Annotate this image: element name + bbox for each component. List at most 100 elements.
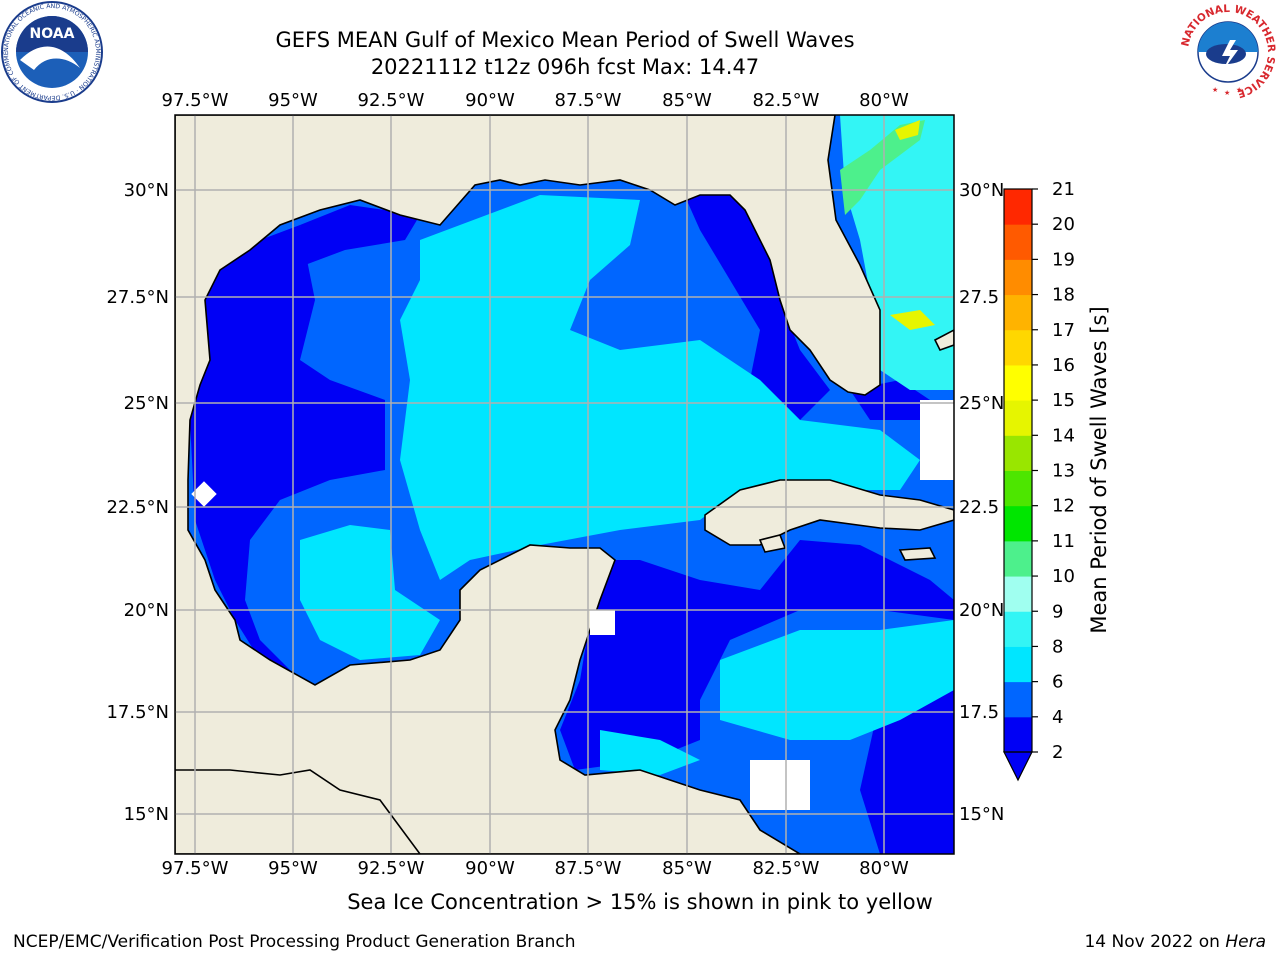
latitude-tick-label: 17.5°N	[106, 702, 169, 723]
colorbar-tick-label: 11	[1052, 531, 1075, 552]
colorbar-extension	[1003, 751, 1033, 782]
colorbar-swatch	[1004, 259, 1032, 296]
colorbar-swatch	[1004, 576, 1032, 612]
credit-date: 14 Nov 2022 on	[1084, 932, 1220, 952]
land-masses	[175, 115, 954, 854]
colorbar-swatch	[1004, 224, 1032, 260]
colorbar-tick-label: 13	[1052, 461, 1075, 482]
swell-zone-atlantic-yellow	[890, 310, 935, 330]
colorbar-tick-label: 4	[1052, 707, 1063, 728]
svg-text:★: ★	[1224, 89, 1230, 97]
latitude-tick-label: 15°N	[959, 804, 1004, 825]
colorbar-swatch	[1004, 189, 1032, 225]
longitude-tick-label: 90°W	[465, 90, 515, 111]
colorbar-swatch	[1004, 540, 1032, 577]
colorbar-tick-label: 15	[1052, 390, 1075, 411]
land-jamaica	[898, 547, 937, 561]
longitude-tick-label: 92.5°W	[358, 858, 425, 879]
latitude-tick-label: 22.5	[959, 497, 999, 518]
colorbar-swatch	[1004, 400, 1032, 436]
colorbar-tick-label: 21	[1052, 179, 1075, 200]
latitude-tick-label: 17.5	[959, 702, 999, 723]
credit-right: 14 Nov 2022 on Hera	[1084, 932, 1266, 952]
colorbar-tick-label: 9	[1052, 601, 1063, 622]
colorbar-label: Mean Period of Swell Waves [s]	[1087, 306, 1111, 633]
colorbar-tick-label: 6	[1052, 672, 1063, 693]
latitude-tick-label: 30°N	[959, 180, 1004, 201]
longitude-tick-label: 97.5°W	[162, 90, 229, 111]
colorbar-tick-label: 20	[1052, 214, 1075, 235]
latitude-tick-label: 22.5°N	[106, 497, 169, 518]
latitude-tick-label: 30°N	[124, 180, 169, 201]
credit-host: Hera	[1225, 932, 1266, 952]
land-north-america	[175, 115, 881, 854]
latitude-tick-label: 15°N	[124, 804, 169, 825]
swell-zone-northeast	[680, 185, 830, 420]
longitude-labels-bottom: 97.5°W 95°W 92.5°W 90°W 87.5°W 85°W 82.5°W 80°W	[162, 858, 909, 879]
colorbar-tick-label: 17	[1052, 320, 1075, 341]
colorbar-swatch	[1004, 611, 1032, 647]
colorbar: 2 4 6 8 9 10 11 12 13 14 15 16 17 18 19 20 21	[1003, 179, 1075, 782]
colorbar-swatch	[1004, 646, 1032, 683]
colorbar-tick-label: 10	[1052, 566, 1075, 587]
swell-zone-atlantic-green	[840, 120, 925, 215]
graticule	[175, 115, 954, 854]
nws-logo: NATIONAL WEATHER SERVICE ★ ★ ★	[1179, 3, 1277, 101]
colorbar-tick-label: 19	[1052, 249, 1075, 270]
longitude-tick-label: 92.5°W	[358, 90, 425, 111]
chart-subtitle: 20221112 t12z 096h fcst Max: 14.47	[370, 55, 760, 79]
sea-ice-caption: Sea Ice Concentration > 15% is shown in …	[347, 890, 933, 914]
chart-title: GEFS MEAN Gulf of Mexico Mean Period of …	[275, 28, 855, 52]
map-frame	[174, 114, 955, 855]
longitude-tick-label: 95°W	[268, 90, 318, 111]
colorbar-swatch	[1004, 435, 1032, 471]
swell-zone-atlantic-yellow-north	[895, 120, 920, 140]
noaa-logo: NATIONAL OCEANIC AND ATMOSPHERIC ADMINIS…	[0, 0, 103, 103]
swell-zone-caribbean-central	[720, 620, 954, 740]
swell-zone-bay-of-campeche	[300, 525, 440, 660]
latitude-tick-label: 25°N	[124, 393, 169, 414]
swell-zone-west	[190, 225, 385, 680]
land-isla-juventud	[758, 534, 787, 553]
colorbar-swatch	[1004, 681, 1032, 718]
land-bahamas	[933, 329, 954, 351]
longitude-tick-label: 95°W	[268, 858, 318, 879]
longitude-tick-label: 80°W	[859, 858, 909, 879]
longitude-labels-top: 97.5°W 95°W 92.5°W 90°W 87.5°W 85°W 82.5°W 80°W	[162, 90, 909, 111]
credit-left: NCEP/EMC/Verification Post Processing Pr…	[13, 932, 576, 952]
noaa-logo-text: NOAA	[30, 26, 75, 42]
longitude-tick-label: 90°W	[465, 858, 515, 879]
colorbar-tick-label: 8	[1052, 636, 1063, 657]
colorbar-swatch	[1004, 329, 1032, 366]
latitude-tick-label: 27.5	[959, 287, 999, 308]
latitude-tick-label: 20°N	[959, 600, 1004, 621]
colorbar-swatch	[1004, 716, 1032, 753]
colorbar-tick-label: 16	[1052, 355, 1075, 376]
swell-zone-honduras	[600, 730, 700, 775]
land-cuba	[704, 479, 954, 546]
longitude-tick-label: 85°W	[662, 90, 712, 111]
longitude-tick-label: 80°W	[859, 90, 909, 111]
colorbar-tick-label: 18	[1052, 285, 1075, 306]
colorbar-swatch	[1004, 505, 1032, 542]
longitude-tick-label: 97.5°W	[162, 858, 229, 879]
colorbar-swatch	[1004, 294, 1032, 331]
svg-text:★: ★	[1212, 86, 1218, 94]
colorbar-tick-label: 12	[1052, 496, 1075, 517]
colorbar-tick-label: 14	[1052, 425, 1075, 446]
colorbar-tick-label: 2	[1052, 742, 1063, 763]
longitude-tick-label: 87.5°W	[555, 90, 622, 111]
longitude-tick-label: 87.5°W	[555, 858, 622, 879]
svg-text:★: ★	[1236, 86, 1242, 94]
latitude-labels-left: 30°N 27.5°N 25°N 22.5°N 20°N 17.5°N 15°N	[106, 180, 169, 825]
colorbar-swatch	[1004, 364, 1032, 401]
latitude-labels-right: 30°N 27.5 25°N 22.5 20°N 17.5 15°N	[959, 180, 1004, 825]
no-data-areas	[191, 400, 954, 810]
longitude-tick-label: 82.5°W	[753, 858, 820, 879]
longitude-tick-label: 85°W	[662, 858, 712, 879]
latitude-tick-label: 25°N	[959, 393, 1004, 414]
latitude-tick-label: 27.5°N	[106, 287, 169, 308]
longitude-tick-label: 82.5°W	[753, 90, 820, 111]
swell-zone-northwest	[300, 205, 420, 265]
